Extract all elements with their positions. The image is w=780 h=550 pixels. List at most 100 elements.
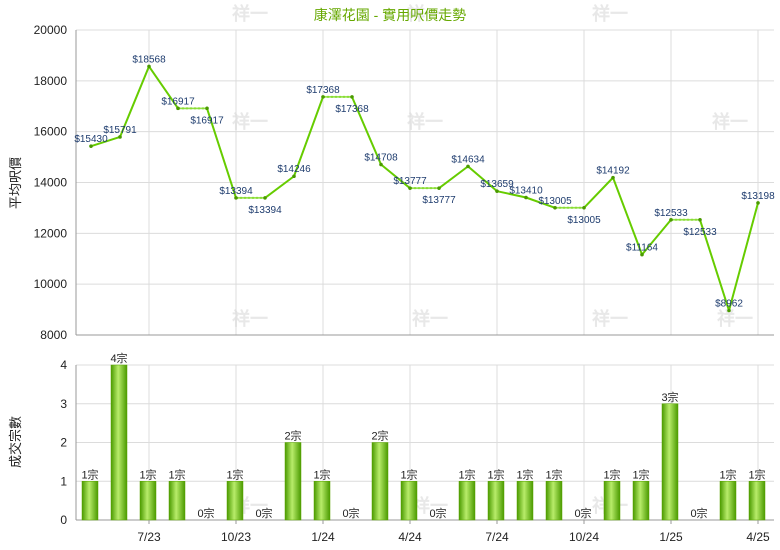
watermark-text: 祥一	[232, 111, 268, 133]
date-tick-label: 10/23	[221, 530, 251, 544]
transaction-bar	[516, 481, 534, 521]
price-point	[698, 217, 702, 222]
date-tick-label: 4/25	[746, 530, 770, 544]
price-tick-label: 14000	[34, 176, 68, 190]
transaction-bar	[661, 403, 679, 521]
bar-value-label: 0宗	[574, 506, 591, 520]
price-value-label: $13198	[741, 191, 775, 202]
price-line-segment	[351, 95, 382, 166]
price-point	[379, 162, 383, 167]
watermark-text: 祥一	[407, 3, 443, 25]
price-point	[89, 144, 93, 148]
watermark-text: 祥一	[412, 495, 448, 517]
watermark-text: 祥一	[232, 308, 268, 330]
price-value-label: $15430	[74, 134, 108, 145]
transaction-bar	[371, 442, 389, 521]
price-point	[205, 106, 209, 111]
count-tick-label: 2	[60, 436, 67, 450]
price-point	[176, 106, 180, 111]
price-value-label: $17368	[335, 104, 369, 115]
chart-title: 康澤花園 - 實用呎價走勢	[314, 7, 466, 23]
date-tick-label: 10/24	[569, 530, 599, 544]
price-value-label: $13005	[538, 196, 572, 207]
count-tick-label: 0	[60, 513, 67, 527]
bar-value-label: 1宗	[719, 467, 736, 481]
transaction-bar	[110, 364, 128, 521]
price-point	[263, 196, 267, 200]
price-line-segment	[148, 65, 179, 110]
bar-value-label: 2宗	[284, 429, 301, 443]
price-point	[118, 135, 122, 139]
price-line-segment	[264, 175, 295, 199]
price-tick-label: 12000	[34, 226, 68, 240]
transaction-bar	[313, 481, 331, 521]
price-point	[321, 95, 325, 99]
price-tick-label: 10000	[34, 277, 68, 291]
transaction-bar	[458, 481, 476, 521]
transaction-bar	[632, 481, 650, 521]
price-value-label: $13410	[509, 185, 543, 196]
date-tick-label: 1/25	[659, 530, 683, 544]
price-point	[437, 186, 441, 190]
bar-value-label: 0宗	[429, 506, 446, 520]
bar-value-label: 1宗	[313, 467, 330, 481]
price-tick-label: 8000	[40, 328, 67, 342]
price-point	[756, 201, 760, 205]
count-tick-label: 4	[60, 358, 67, 372]
count-tick-label: 3	[60, 397, 67, 411]
bar-value-label: 1宗	[603, 467, 620, 481]
price-value-label: $14634	[451, 154, 485, 165]
price-value-label: $13005	[567, 215, 601, 226]
price-point	[669, 217, 673, 222]
price-value-label: $14708	[364, 153, 398, 164]
price-line-segment	[293, 95, 324, 178]
price-tick-label: 16000	[34, 125, 68, 139]
bar-value-label: 1宗	[168, 467, 185, 481]
price-point	[524, 195, 528, 200]
bar-value-label: 1宗	[748, 467, 765, 481]
price-point	[408, 186, 412, 190]
transaction-bar	[487, 481, 505, 521]
price-value-label: $13777	[422, 195, 456, 206]
price-point	[495, 189, 499, 193]
price-value-label: $18568	[132, 54, 166, 65]
bar-value-label: 1宗	[632, 467, 649, 481]
bar-value-label: 4宗	[110, 351, 127, 365]
transaction-bar	[400, 481, 418, 521]
count-tick-label: 1	[60, 474, 67, 488]
watermark-text: 祥一	[592, 3, 628, 25]
bar-value-label: 1宗	[516, 467, 533, 481]
price-point	[466, 164, 470, 169]
watermark-text: 祥一	[412, 308, 448, 330]
transaction-bar	[748, 481, 766, 521]
transaction-bar	[81, 481, 99, 521]
bar-value-label: 1宗	[81, 467, 98, 481]
price-point	[640, 252, 644, 257]
bar-value-label: 0宗	[690, 506, 707, 520]
bar-value-label: 1宗	[458, 467, 475, 481]
bar-value-label: 0宗	[255, 506, 272, 520]
bar-value-label: 1宗	[487, 467, 504, 481]
price-value-label: $11164	[626, 243, 658, 254]
bar-value-label: 0宗	[342, 506, 359, 520]
bar-value-label: 1宗	[226, 467, 243, 481]
data-labels: 1宗 4宗 1宗 1宗 0宗 1宗 0宗 2宗 1宗 0宗 2宗 1宗 0宗 1宗 1宗 1宗 1宗 0宗 1宗 1宗…	[74, 54, 775, 520]
price-point	[147, 64, 151, 69]
bar-value-label: 3宗	[661, 390, 678, 404]
price-line-segment	[728, 201, 759, 312]
watermark-text: 祥一	[407, 111, 443, 133]
date-tick-label: 4/24	[398, 530, 422, 544]
price-value-label: $16917	[161, 96, 195, 107]
transaction-bar	[168, 481, 186, 521]
price-line-segment	[525, 196, 556, 209]
price-line-segment	[641, 218, 672, 256]
transaction-bars	[81, 364, 766, 521]
price-value-label: $12533	[654, 208, 688, 219]
price-point	[292, 174, 296, 179]
price-tick-label: 18000	[34, 74, 68, 88]
bar-value-label: 1宗	[400, 467, 417, 481]
transaction-bar	[603, 481, 621, 521]
price-value-label: $13659	[480, 179, 514, 190]
bar-value-label: 1宗	[545, 467, 562, 481]
